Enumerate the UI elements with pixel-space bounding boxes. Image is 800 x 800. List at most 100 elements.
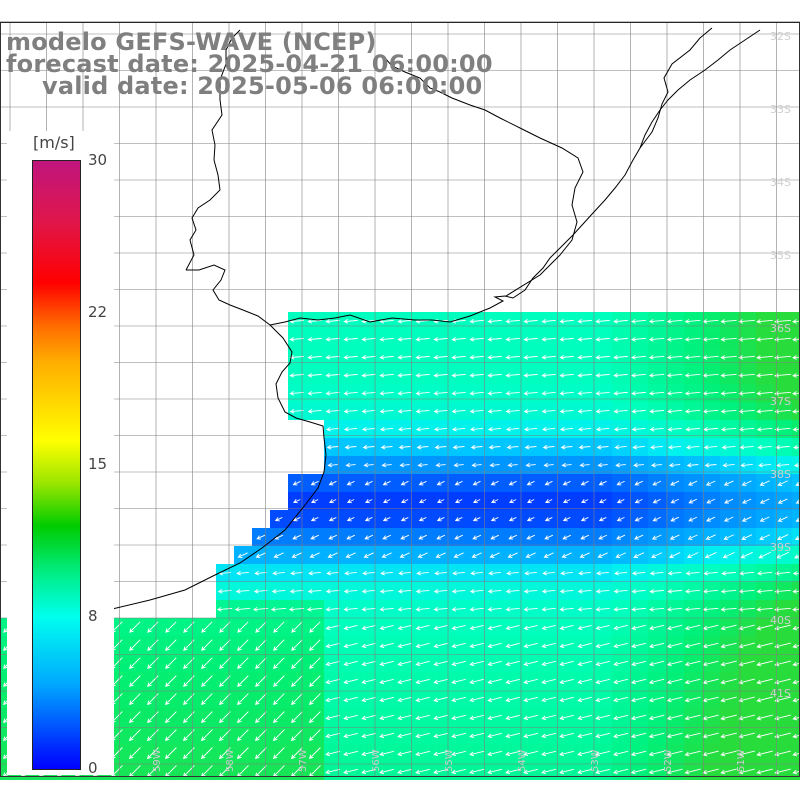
wind-arrow — [397, 750, 413, 757]
wind-arrow — [326, 570, 339, 576]
wind-arrow — [756, 409, 773, 414]
wind-arrow — [631, 337, 647, 342]
wind-arrow — [415, 607, 430, 612]
wind-arrow — [758, 462, 771, 468]
wind-arrow — [325, 408, 340, 414]
wind-arrow — [361, 426, 376, 432]
wind-arrow — [774, 589, 791, 594]
wind-arrow — [598, 499, 607, 504]
wind-arrow — [613, 337, 628, 342]
wind-arrow — [469, 624, 484, 631]
wind-arrow — [201, 657, 213, 670]
wind-arrow — [541, 678, 556, 685]
wind-arrow — [379, 768, 395, 775]
wind-arrow — [399, 462, 410, 468]
wind-arrow — [666, 696, 683, 703]
wind-arrow — [652, 498, 661, 504]
wind-arrow — [559, 750, 575, 757]
wind-cell — [792, 708, 800, 726]
wind-arrow — [774, 678, 791, 685]
wind-arrow — [379, 426, 394, 432]
wind-arrow — [255, 675, 267, 688]
wind-arrow — [470, 570, 483, 576]
wind-arrow — [720, 337, 737, 342]
wind-arrow — [164, 747, 177, 760]
wind-arrow — [364, 499, 373, 504]
wind-arrow — [577, 319, 592, 324]
wind-arrow — [792, 337, 800, 342]
wind-arrow — [631, 642, 647, 649]
wind-arrow — [452, 444, 465, 450]
wind-arrow — [759, 516, 770, 522]
wind-arrow — [774, 319, 792, 324]
wind-arrow — [577, 355, 592, 360]
wind-arrow — [469, 750, 485, 757]
wind-arrow — [631, 607, 646, 612]
wind-arrow — [218, 711, 231, 724]
wind-arrow — [756, 373, 773, 378]
wind-arrow — [526, 480, 535, 486]
colorbar-scale — [32, 160, 81, 770]
wind-arrow — [758, 551, 771, 559]
wind-arrow — [666, 624, 683, 631]
wind-arrow — [756, 750, 773, 757]
wind-arrow — [541, 337, 556, 342]
wind-arrow — [648, 660, 665, 667]
wind-cell — [792, 618, 800, 636]
wind-arrow — [596, 570, 609, 576]
wind-arrow — [433, 750, 449, 757]
wind-arrow — [415, 750, 431, 757]
wind-arrow — [706, 516, 716, 522]
wind-arrow — [741, 516, 752, 522]
wind-cell — [792, 330, 800, 348]
wind-arrow — [559, 355, 574, 360]
wind-arrow — [634, 498, 643, 504]
wind-arrow — [291, 639, 303, 651]
wind-arrow — [490, 517, 499, 522]
wind-arrow — [523, 714, 538, 721]
wind-arrow — [544, 499, 553, 504]
wind-arrow — [237, 657, 249, 670]
wind-arrow — [505, 607, 520, 612]
wind-arrow — [562, 499, 571, 504]
wind-arrow — [417, 462, 428, 468]
wind-arrow — [235, 588, 250, 594]
wind-arrow — [542, 570, 555, 576]
wind-arrow — [436, 517, 445, 522]
wind-arrow — [328, 480, 337, 486]
wind-arrow — [776, 462, 790, 468]
longitude-label: 55W — [444, 749, 455, 772]
wind-arrow — [648, 337, 665, 342]
wind-arrow — [648, 319, 665, 324]
wind-arrow — [541, 660, 556, 667]
wind-arrow — [774, 660, 791, 667]
wind-arrow — [219, 639, 231, 651]
wind-arrow — [578, 444, 591, 450]
wind-arrow — [343, 732, 358, 739]
wind-arrow — [756, 660, 773, 667]
wind-arrow — [361, 660, 376, 667]
wind-arrow — [308, 729, 321, 742]
wind-cell — [792, 582, 800, 600]
wind-arrow — [488, 570, 501, 576]
wind-arrow — [720, 355, 737, 360]
wind-arrow — [254, 711, 267, 724]
wind-arrow — [379, 607, 394, 612]
wind-arrow — [309, 693, 321, 706]
wind-arrow — [720, 678, 737, 685]
wind-arrow — [614, 444, 627, 450]
wind-arrow — [398, 570, 411, 576]
wind-arrow — [505, 373, 520, 378]
wind-arrow — [720, 607, 737, 612]
wind-arrow — [289, 373, 304, 378]
wind-arrow — [613, 409, 628, 414]
wind-arrow — [254, 570, 267, 576]
wind-arrow — [666, 607, 683, 612]
wind-arrow — [580, 534, 590, 540]
wind-arrow — [738, 409, 755, 414]
wind-arrow — [738, 642, 755, 649]
wind-arrow — [451, 768, 467, 775]
wind-arrow — [613, 678, 629, 685]
wind-arrow — [307, 373, 322, 378]
